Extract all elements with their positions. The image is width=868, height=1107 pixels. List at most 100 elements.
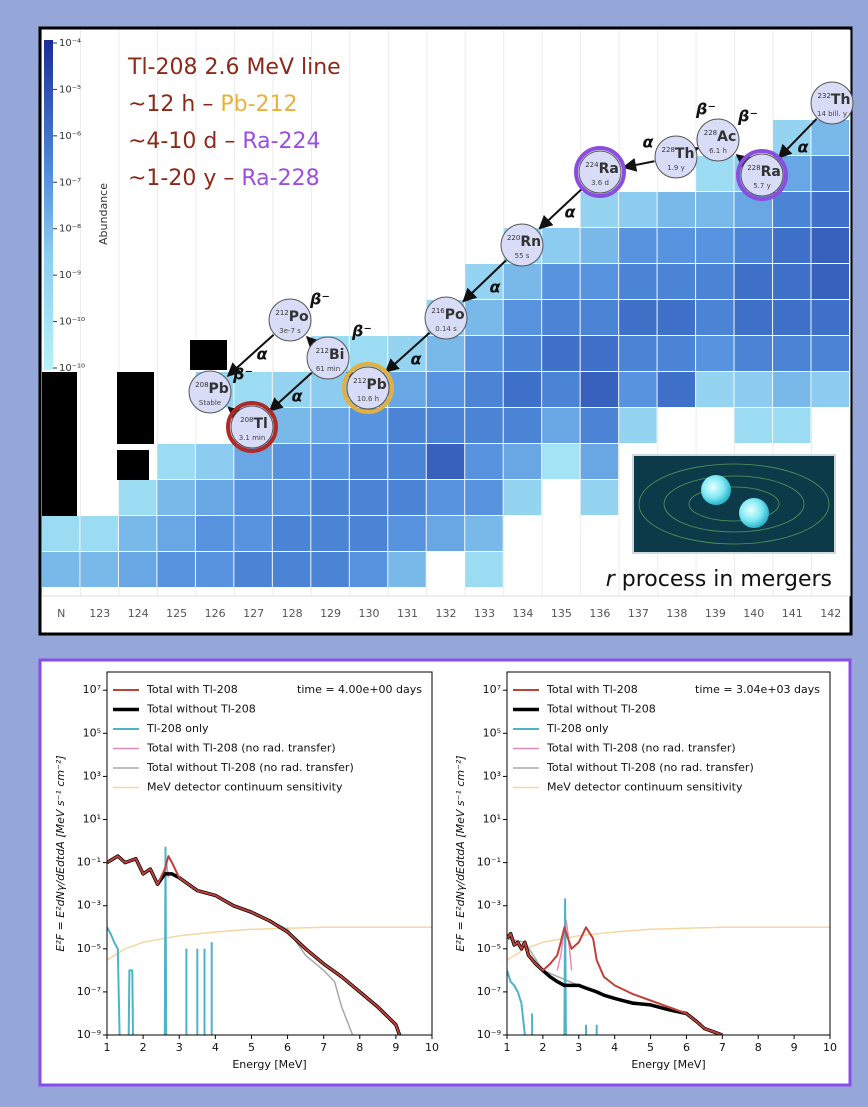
colorbar-bar xyxy=(44,40,53,370)
heat-cell xyxy=(388,516,425,551)
heat-cell xyxy=(735,372,772,407)
x-tick-label: 125 xyxy=(166,607,187,620)
y-tick-label: 10⁻⁵ xyxy=(77,942,101,955)
heat-cell xyxy=(465,336,502,371)
heat-cell xyxy=(504,372,541,407)
heat-cell xyxy=(735,300,772,335)
heat-cell xyxy=(350,444,387,479)
heat-cell xyxy=(157,444,194,479)
decay-label: β⁻ xyxy=(309,290,330,309)
heat-cell xyxy=(465,300,502,335)
x-tick-label: 8 xyxy=(356,1041,363,1054)
heat-cell xyxy=(812,156,849,191)
annotation-part: Ra-224 xyxy=(242,129,320,154)
legend-label: MeV detector continuum sensitivity xyxy=(547,781,743,794)
stable-cell xyxy=(42,372,77,516)
annotation-part: Pb-212 xyxy=(220,92,297,117)
x-tick-label: 132 xyxy=(436,607,457,620)
nuclide-mass: 208 xyxy=(195,381,208,389)
y-tick-label: 10⁻⁷ xyxy=(77,985,101,998)
x-tick-label: 123 xyxy=(89,607,110,620)
nuclide-element: Bi xyxy=(329,347,344,363)
legend-label: Total with Tl-208 (no rad. transfer) xyxy=(546,742,736,755)
heat-cell xyxy=(273,516,310,551)
heat-cell xyxy=(735,264,772,299)
decay-label: β⁻ xyxy=(695,100,716,119)
heat-cell xyxy=(427,372,464,407)
y-tick-label: 10⁻⁹ xyxy=(77,1028,101,1041)
decay-label: β⁻ xyxy=(351,322,372,341)
heat-cell xyxy=(427,480,464,515)
neutron-star xyxy=(739,498,769,528)
heat-cell xyxy=(581,408,618,443)
nuclide-half-life: 61 min xyxy=(316,365,340,373)
heat-cell xyxy=(658,300,695,335)
heat-cell xyxy=(504,408,541,443)
caption-part: process in mergers xyxy=(615,567,832,592)
nuclide-mass: 212 xyxy=(275,309,288,317)
legend-label: MeV detector continuum sensitivity xyxy=(147,781,343,794)
legend-label: Tl-208 only xyxy=(546,722,609,735)
legend-label: Total with Tl-208 xyxy=(546,683,638,696)
heat-cell xyxy=(273,552,310,587)
nuclide-mass: 216 xyxy=(431,307,445,315)
annotation: ~12 h – Pb-212 xyxy=(128,92,298,117)
x-tick-label: 138 xyxy=(666,607,687,620)
heat-cell xyxy=(696,192,733,227)
annotation-part: Tl-208 2.6 MeV line xyxy=(127,55,341,80)
nuclide-half-life: 6.1 h xyxy=(709,147,727,155)
annotation: ~4-10 d – Ra-224 xyxy=(128,129,321,154)
y-tick-label: 10⁻³ xyxy=(77,899,101,912)
heat-cell xyxy=(696,228,733,263)
x-tick-label: 6 xyxy=(683,1041,690,1054)
heat-cell xyxy=(696,336,733,371)
heat-cell xyxy=(581,300,618,335)
heat-cell xyxy=(234,480,271,515)
image-frame xyxy=(633,455,835,553)
y-tick-label: 10⁻⁵ xyxy=(477,942,501,955)
legend-label: Total without Tl-208 (no rad. transfer) xyxy=(146,761,354,774)
decay-label: α xyxy=(565,203,577,222)
decay-label: α xyxy=(798,138,810,157)
heat-cell xyxy=(427,336,464,371)
x-tick-label: 10 xyxy=(425,1041,439,1054)
x-tick-label: 137 xyxy=(628,607,649,620)
y-tick-label: 10¹ xyxy=(83,813,101,826)
heat-cell xyxy=(773,372,810,407)
nuclide-element: Th xyxy=(831,92,851,108)
x-tick-label: 2 xyxy=(140,1041,147,1054)
nuclide-mass: 228 xyxy=(747,164,760,172)
x-tick-label: 7 xyxy=(719,1041,726,1054)
nuclide-mass: 212 xyxy=(316,347,329,355)
x-tick-label: 2 xyxy=(539,1041,546,1054)
heat-cell xyxy=(427,408,464,443)
x-tick-label: 139 xyxy=(705,607,726,620)
y-tick-label: 10⁻³ xyxy=(477,899,501,912)
x-tick-label: 128 xyxy=(282,607,303,620)
y-axis-label: E²F = E²dNγ/dEdtdA [MeV s⁻¹ cm⁻²] xyxy=(54,755,67,951)
heat-cell xyxy=(619,228,656,263)
heat-cell xyxy=(427,444,464,479)
neutron-star xyxy=(701,475,731,505)
heat-cell xyxy=(273,444,310,479)
heat-cell xyxy=(773,264,810,299)
nuclide-half-life: 10.6 h xyxy=(357,395,379,403)
x-tick-label: 124 xyxy=(128,607,149,620)
heat-cell xyxy=(773,336,810,371)
heat-cell xyxy=(350,516,387,551)
x-tick-label: 134 xyxy=(512,607,533,620)
heat-cell xyxy=(812,300,849,335)
x-tick-label: 3 xyxy=(575,1041,582,1054)
nuclide-half-life: 55 s xyxy=(515,252,530,260)
x-tick-label: 140 xyxy=(743,607,764,620)
heat-cell xyxy=(196,552,233,587)
heat-cell xyxy=(542,408,579,443)
nuclide-element: Po xyxy=(445,307,465,323)
y-tick-label: 10⁵ xyxy=(83,726,101,739)
heat-cell xyxy=(658,336,695,371)
heat-cell xyxy=(157,552,194,587)
page: {"chart_data": [ {"type": "heatmap", "ca… xyxy=(0,0,868,1103)
heat-cell xyxy=(696,372,733,407)
x-tick-label: 1 xyxy=(104,1041,111,1054)
heat-cell xyxy=(273,408,310,443)
